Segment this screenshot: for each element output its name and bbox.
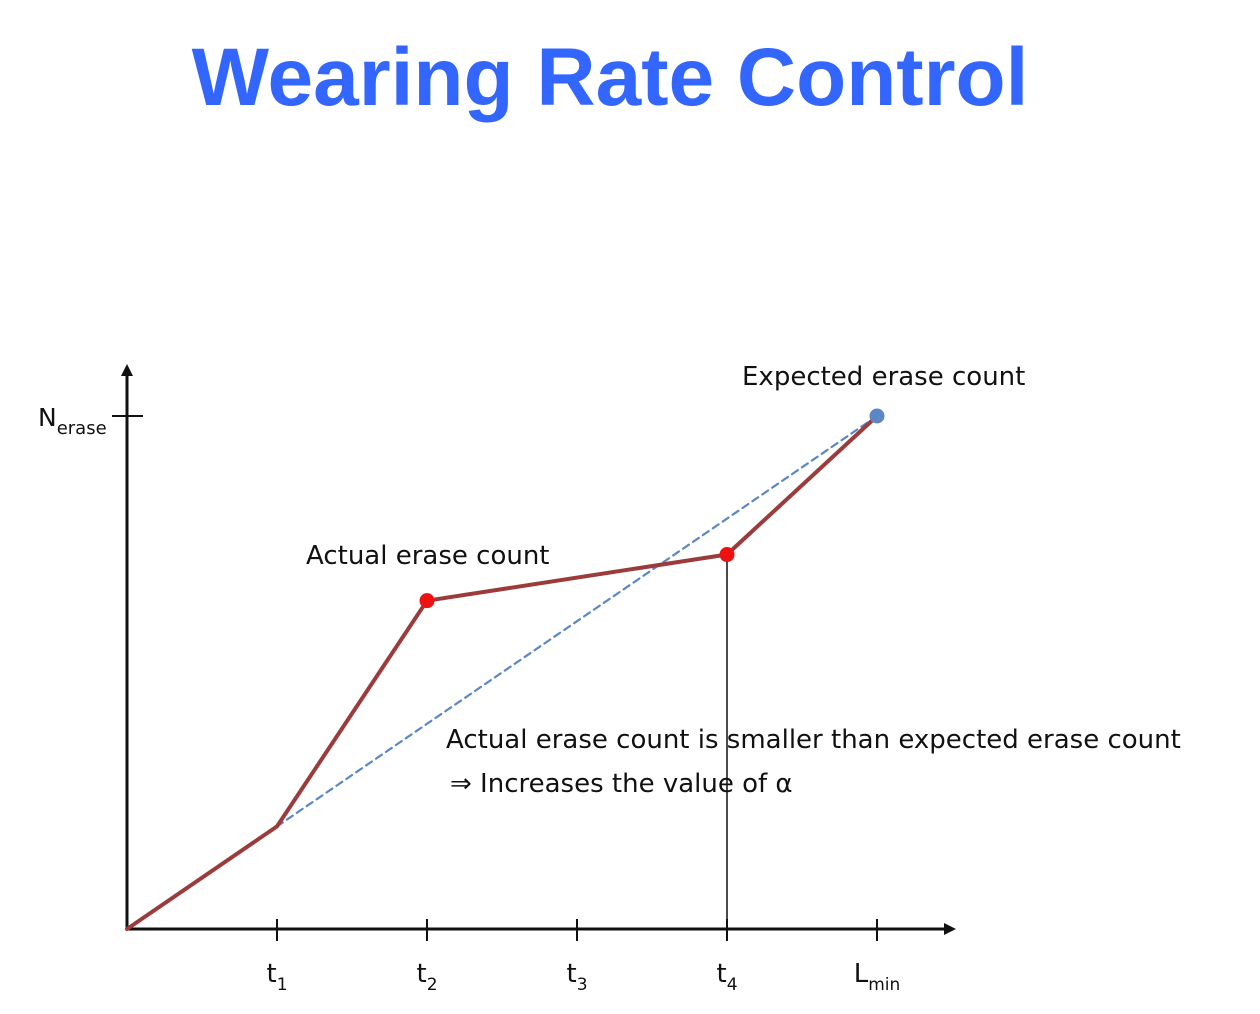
x-tick-label-base: t (266, 959, 276, 989)
annotation-note-line2: ⇒ Increases the value of α (450, 769, 793, 799)
x-tick-label-base: t (566, 959, 576, 989)
x-tick-label-base: L (854, 959, 869, 989)
y-axis-label-sub: erase (57, 418, 107, 439)
data-point-t4 (719, 547, 735, 563)
x-tick-label-t4: t4 (716, 959, 737, 995)
data-point-t2 (419, 593, 435, 609)
x-tick-label-t2: t2 (416, 959, 437, 995)
x-tick-label-sub: 2 (427, 975, 438, 995)
x-tick-label-sub: min (868, 975, 900, 995)
x-tick-label-Lmin: Lmin (854, 959, 901, 995)
data-point-lmin (869, 408, 885, 424)
expected-erase-count-label: Expected erase count (742, 362, 1025, 392)
x-tick-label-t1: t1 (266, 959, 287, 995)
x-tick-label-sub: 4 (727, 975, 738, 995)
x-tick-label-sub: 1 (277, 975, 288, 995)
actual-erase-count-label: Actual erase count (306, 541, 550, 571)
x-tick-label-t3: t3 (566, 959, 587, 995)
series-line-expected-erase-count (275, 414, 879, 828)
x-tick-label-sub: 3 (577, 975, 588, 995)
series-layer (125, 414, 879, 931)
annotation-note-line1: Actual erase count is smaller than expec… (446, 725, 1181, 755)
x-tick-label-base: t (716, 959, 726, 989)
y-axis-label-base: N (38, 403, 57, 432)
x-tick-labels: t1 t2 t3 t4 Lmin (266, 959, 900, 995)
page-title: Wearing Rate Control (191, 32, 1029, 123)
marker-layer (419, 408, 885, 609)
y-axis-label: Nerase (38, 403, 107, 439)
x-tick-label-base: t (416, 959, 426, 989)
